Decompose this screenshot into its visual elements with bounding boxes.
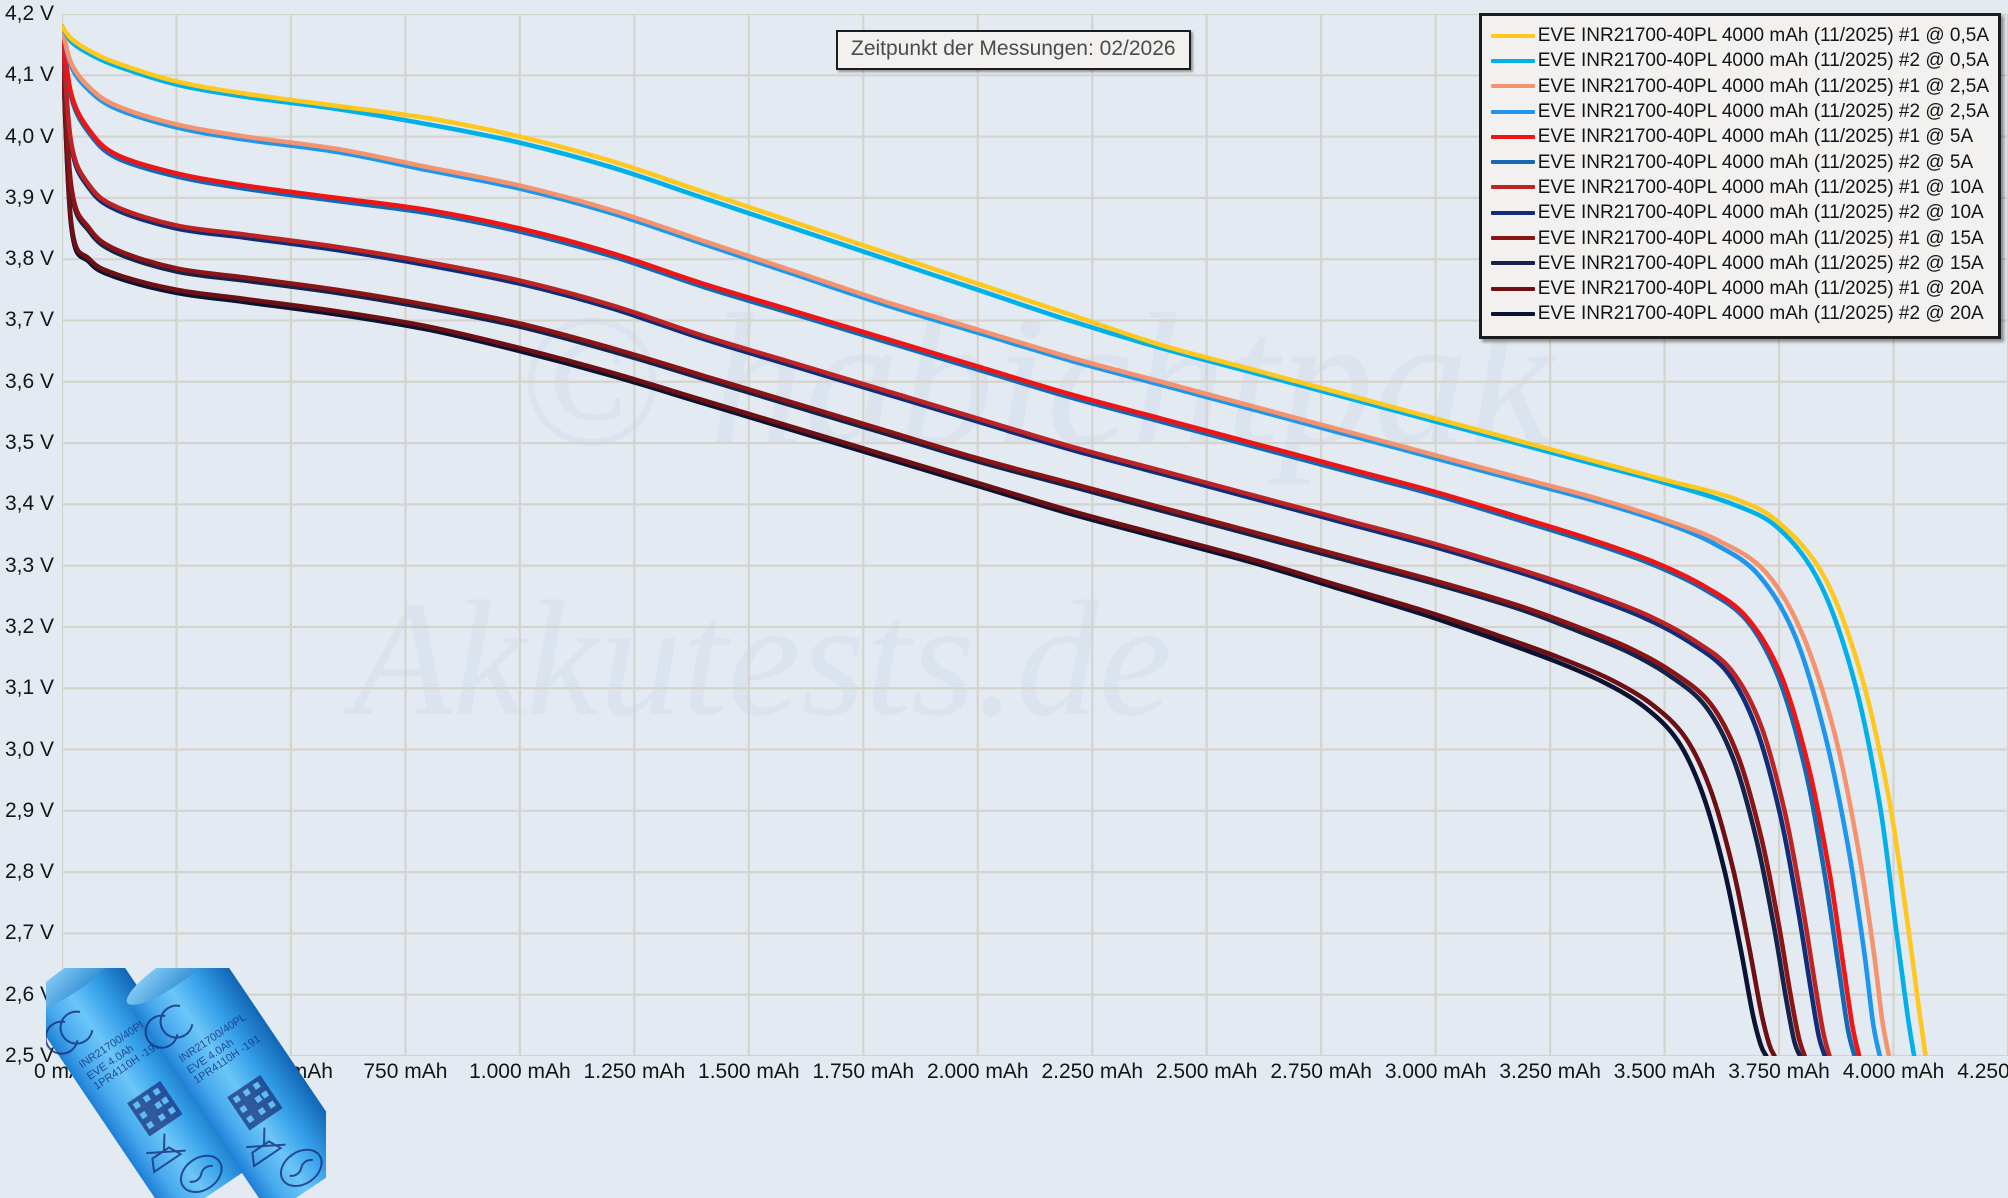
y-axis-tick-label: 3,4 V [4,492,54,516]
legend-color-swatch [1490,210,1535,215]
legend-item-label: EVE INR21700-40PL 4000 mAh (11/2025) #2 … [1537,50,1989,72]
x-axis-tick-label: 2.000 mAh [926,1060,1029,1083]
svg-text:Akkutests.de: Akkutests.de [342,567,1172,750]
legend-color-swatch [1490,109,1535,114]
x-axis-tick-label: 500 mAh [248,1060,333,1083]
legend-item-label: EVE INR21700-40PL 4000 mAh (11/2025) #1 … [1537,25,1989,47]
legend-item-label: EVE INR21700-40PL 4000 mAh (11/2025) #1 … [1537,227,1984,249]
y-axis-tick-label: 4,0 V [4,124,54,148]
discharge-curves [62,23,1928,1056]
y-axis-tick-label: 2,8 V [4,860,54,884]
legend-item-label: EVE INR21700-40PL 4000 mAh (11/2025) #1 … [1537,75,1989,97]
legend-item[interactable]: EVE INR21700-40PL 4000 mAh (11/2025) #2 … [1490,251,1989,276]
legend-color-swatch [1490,58,1535,63]
annotation-text: Zeitpunkt der Messungen: 02/2026 [851,37,1176,60]
legend-item[interactable]: EVE INR21700-40PL 4000 mAh (11/2025) #1 … [1490,225,1989,250]
x-axis-tick-label: 2.750 mAh [1270,1060,1372,1083]
y-axis-tick-label: 3,0 V [4,737,54,761]
y-axis-tick-label: 3,8 V [4,247,54,271]
x-axis-tick-label: 3.000 mAh [1384,1060,1487,1083]
legend[interactable]: EVE INR21700-40PL 4000 mAh (11/2025) #1 … [1478,13,2001,339]
x-axis-tick-label: 0 mAh [34,1060,95,1083]
legend-color-swatch [1490,33,1535,38]
x-axis-tick-label: 1.000 mAh [469,1060,571,1083]
legend-color-swatch [1490,160,1535,165]
x-axis: 0 mAh 250 mAh 500 mAh 750 mAh 1.000 mAh 1.250… [34,1060,2008,1094]
legend-color-swatch [1490,134,1535,139]
legend-item[interactable]: EVE INR21700-40PL 4000 mAh (11/2025) #2 … [1490,149,1989,174]
y-axis-tick-label: 3,3 V [4,553,54,577]
y-axis-tick-label: 3,2 V [4,614,54,638]
legend-item-label: EVE INR21700-40PL 4000 mAh (11/2025) #1 … [1537,278,1984,300]
x-axis-tick-label: 4.000 mAh [1842,1060,1945,1083]
legend-color-swatch [1490,236,1535,241]
legend-item[interactable]: EVE INR21700-40PL 4000 mAh (11/2025) #1 … [1490,276,1989,301]
legend-color-swatch [1490,185,1535,190]
legend-item-label: EVE INR21700-40PL 4000 mAh (11/2025) #2 … [1537,202,1984,224]
x-axis-tick-label: 4.250 mAh [1957,1060,2008,1083]
x-axis-tick-label: 1.250 mAh [583,1060,686,1083]
legend-item-label: EVE INR21700-40PL 4000 mAh (11/2025) #2 … [1537,252,1984,274]
x-axis-tick-label: 2.250 mAh [1041,1060,1144,1083]
x-axis-tick-label: 1.500 mAh [698,1060,800,1083]
y-axis-tick-label: 2,9 V [4,798,54,822]
legend-item[interactable]: EVE INR21700-40PL 4000 mAh (11/2025) #2 … [1490,48,1989,73]
y-axis-tick-label: 4,1 V [4,63,54,87]
x-axis-tick-label: 250 mAh [134,1060,219,1083]
y-axis-tick-label: 3,9 V [4,185,54,209]
legend-item-label: EVE INR21700-40PL 4000 mAh (11/2025) #2 … [1537,101,1989,123]
legend-item-label: EVE INR21700-40PL 4000 mAh (11/2025) #1 … [1537,176,1984,198]
legend-item-label: EVE INR21700-40PL 4000 mAh (11/2025) #2 … [1537,303,1984,325]
y-axis-tick-label: 2,5 V [4,1044,54,1067]
x-axis-tick-label: 750 mAh [363,1060,448,1083]
legend-item[interactable]: EVE INR21700-40PL 4000 mAh (11/2025) #1 … [1490,74,1989,99]
y-axis-tick-label: 4,2 V [4,2,54,25]
x-axis-tick-label: 2.500 mAh [1155,1060,1258,1083]
legend-item-label: EVE INR21700-40PL 4000 mAh (11/2025) #1 … [1537,126,1974,148]
x-axis-tick-label: 3.500 mAh [1613,1060,1716,1083]
legend-item[interactable]: EVE INR21700-40PL 4000 mAh (11/2025) #1 … [1490,124,1989,149]
legend-color-swatch [1490,311,1535,316]
legend-item[interactable]: EVE INR21700-40PL 4000 mAh (11/2025) #2 … [1490,200,1989,225]
legend-item-label: EVE INR21700-40PL 4000 mAh (11/2025) #2 … [1537,151,1974,173]
x-axis-tick-label: 1.750 mAh [812,1060,915,1083]
y-axis-tick-label: 2,6 V [4,982,54,1006]
legend-item[interactable]: EVE INR21700-40PL 4000 mAh (11/2025) #1 … [1490,175,1989,200]
y-axis: 2,5 V 2,6 V 2,7 V 2,8 V 2,9 V 3,0 V 3,1 V 3,2 V… [0,0,60,1198]
legend-color-swatch [1490,286,1535,291]
x-axis-tick-label: 3.750 mAh [1728,1060,1830,1083]
y-axis-tick-label: 3,6 V [4,369,54,393]
y-axis-tick-label: 3,5 V [4,431,54,455]
y-axis-tick-label: 2,7 V [4,921,54,945]
y-axis-tick-label: 3,7 V [4,308,54,332]
legend-color-swatch [1490,261,1535,266]
legend-color-swatch [1490,84,1535,89]
legend-item[interactable]: EVE INR21700-40PL 4000 mAh (11/2025) #2 … [1490,301,1989,326]
legend-item[interactable]: EVE INR21700-40PL 4000 mAh (11/2025) #1 … [1490,23,1989,48]
y-axis-tick-label: 3,1 V [4,676,54,700]
legend-item[interactable]: EVE INR21700-40PL 4000 mAh (11/2025) #2 … [1490,99,1989,124]
x-axis-tick-label: 3.250 mAh [1499,1060,1601,1083]
measurement-date-annotation: Zeitpunkt der Messungen: 02/2026 [836,30,1191,70]
